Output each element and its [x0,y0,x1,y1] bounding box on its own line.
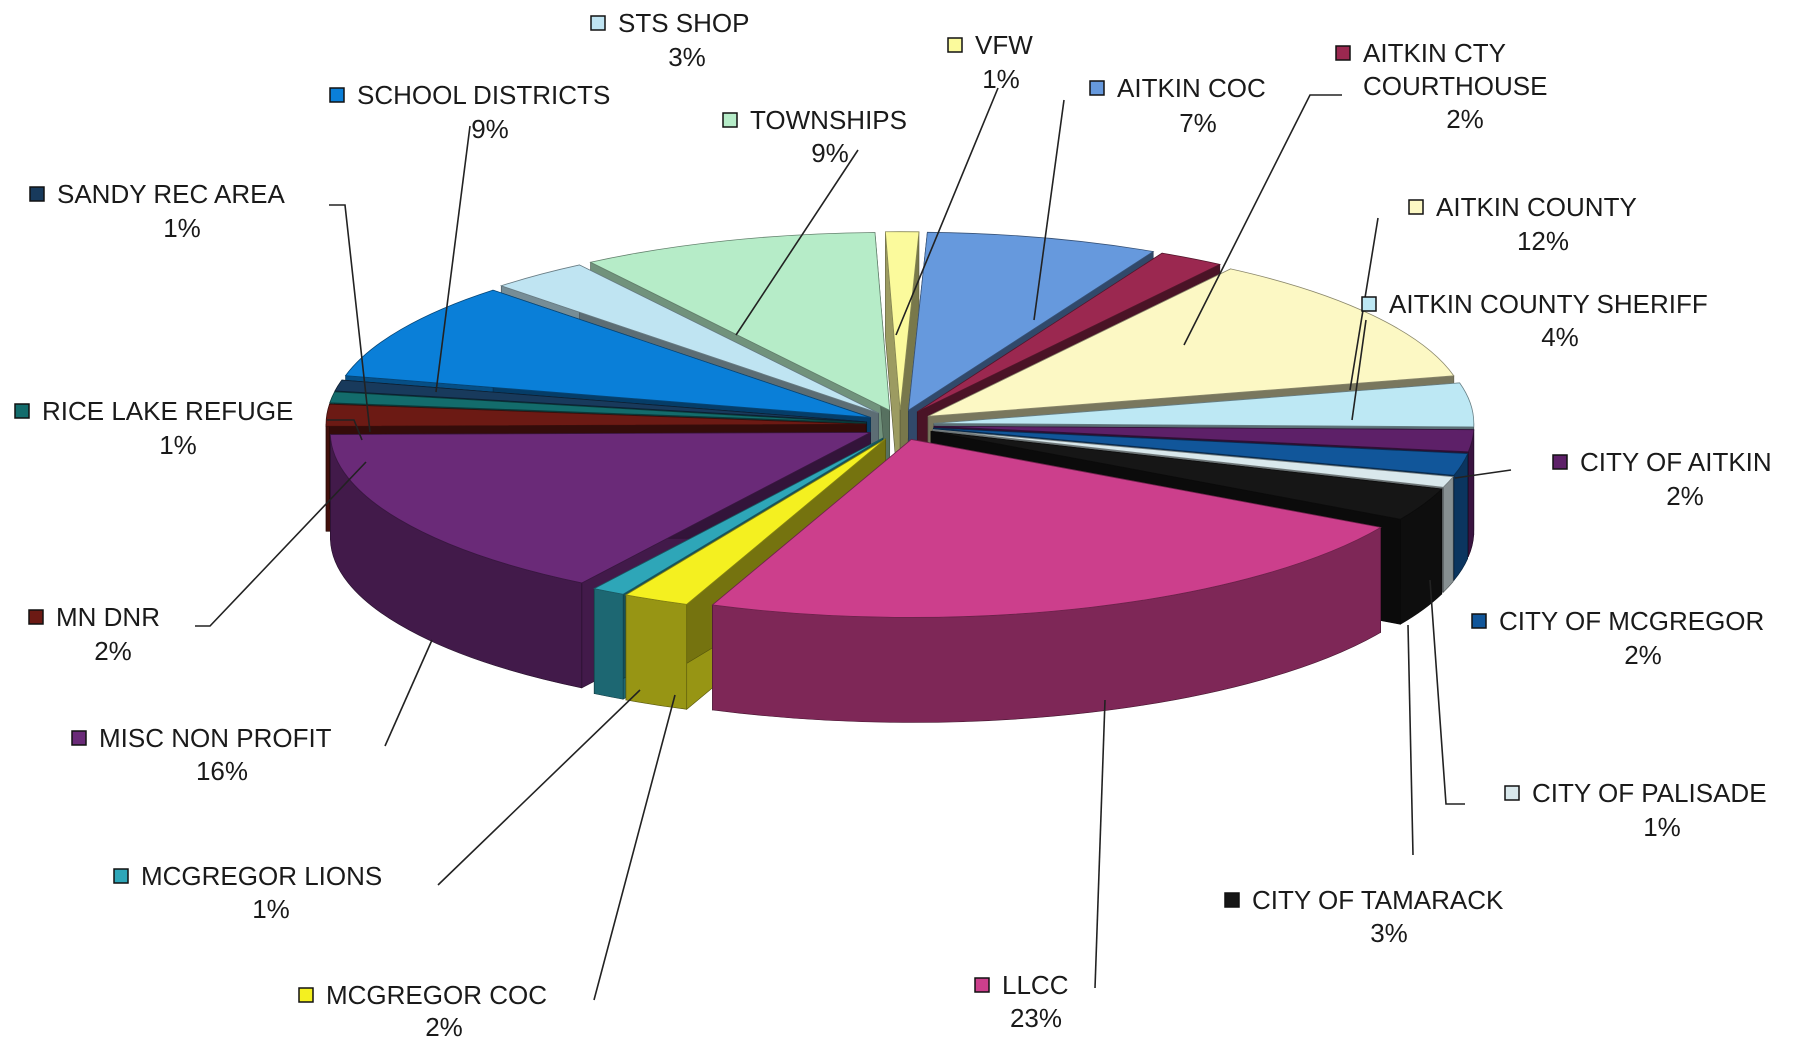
leader-line-city-of-aitkin [1454,469,1512,479]
legend-marker-sts-shop [590,15,606,31]
slice-percent-aitkin-coc: 7% [1179,108,1217,138]
slice-label-school-districts: SCHOOL DISTRICTS [357,80,610,110]
slice-label-city-of-palisade: CITY OF PALISADE [1532,778,1767,808]
legend-marker-city-of-palisade [1504,785,1520,801]
pie-slice-mn-dnr [325,403,867,427]
legend-marker-mcgregor-coc [298,987,314,1003]
leader-line-aitkin-coc [1033,99,1065,321]
leader-line-aitkin-county-sheriff [1351,319,1367,421]
pie-slice-llcc [711,439,1382,618]
slice-label-aitkin-county: AITKIN COUNTY [1436,192,1637,222]
legend-marker-vfw [947,37,963,53]
slice-percent-rice-lake-refuge: 1% [159,430,197,460]
pie-slice-sandy-rec-area [334,379,867,423]
pie-tops [325,231,1475,618]
slice-percent-aitkin-county: 12% [1517,226,1569,256]
slice-label-sandy-rec-area: SANDY REC AREA [57,179,285,209]
pie-slice-aitkin-county [927,268,1455,417]
pie-slice-mcgregor-lions [593,437,883,595]
slice-percent-city-of-mcgregor: 2% [1624,640,1662,670]
pie-slice-school-districts [344,289,871,418]
leader-line-school-districts [435,125,471,393]
legend-marker-rice-lake-refuge [14,403,30,419]
slice-label-aitkin-county-sheriff: AITKIN COUNTY SHERIFF [1389,289,1708,319]
leader-line-vfw [895,87,999,336]
slice-percent-city-of-tamarack: 3% [1370,918,1408,948]
slice-percent-townships: 9% [811,138,849,168]
slice-label-townships: TOWNSHIPS [750,105,907,135]
slice-label-llcc: LLCC [1002,970,1068,1000]
leader-line-mcgregor-coc [593,694,676,1001]
pie-slice-mcgregor-coc [624,438,886,605]
pie-slice-misc-non-profit [329,432,871,584]
slice-percent-vfw: 1% [982,64,1020,94]
slice-label-mcgregor-lions: MCGREGOR LIONS [141,861,382,891]
legend-marker-aitkin-coc [1089,80,1105,96]
legend-marker-city-of-mcgregor [1471,613,1487,629]
slice-label-mcgregor-coc: MCGREGOR COC [326,980,547,1010]
slice-percent-aitkin-cty-courthouse: 2% [1446,104,1484,134]
leader-line-city-of-tamarack [1407,624,1414,856]
pie-slice-rice-lake-refuge [329,391,867,424]
slice-percent-llcc: 23% [1010,1003,1062,1033]
slice-percent-mcgregor-coc: 2% [425,1012,463,1038]
legend-marker-school-districts [329,87,345,103]
legend-marker-misc-non-profit [71,730,87,746]
slice-label-aitkin-cty-courthouse: AITKIN CTY [1363,38,1506,68]
slice-label-aitkin-coc: AITKIN COC [1117,73,1266,103]
legend-marker-city-of-aitkin [1552,454,1568,470]
pie-slice-aitkin-county-sheriff [933,382,1475,428]
legend-marker-aitkin-county-sheriff [1361,296,1377,312]
leader-line-mcgregor-lions [437,689,641,886]
slice-percent-city-of-aitkin: 2% [1666,481,1704,511]
leader-line-sandy-rec-area [329,204,371,433]
legend-marker-townships [722,112,738,128]
pie-slice-aitkin-coc [908,231,1155,411]
legend-marker-sandy-rec-area [29,186,45,202]
slice-label-city-of-aitkin: CITY OF AITKIN [1580,447,1772,477]
leader-line-rice-lake-refuge [327,419,363,441]
pie-slice-city-of-aitkin [933,425,1475,453]
slice-percent-mn-dnr: 2% [94,636,132,666]
slice-label-mn-dnr: MN DNR [56,602,160,632]
slice-percent-sts-shop: 3% [668,42,706,72]
slice-label-vfw: VFW [975,30,1033,60]
leader-lines [195,87,1512,1001]
slice-rim-10 [593,588,624,700]
slice-percent-mcgregor-lions: 1% [252,894,290,924]
slice-percent-school-districts: 9% [471,114,509,144]
legend-marker-aitkin-cty-courthouse [1335,45,1351,61]
leader-line-misc-non-profit [384,639,433,747]
legend-marker-aitkin-county [1408,199,1424,215]
pie-slice-townships [589,232,891,412]
pie-slice-city-of-tamarack [930,430,1443,520]
leader-line-mn-dnr [195,461,367,627]
slice-label-city-of-mcgregor: CITY OF MCGREGOR [1499,606,1764,636]
slice-percent-aitkin-county-sheriff: 4% [1541,322,1579,352]
leader-line-city-of-palisade [1429,579,1465,805]
pie-slice-city-of-palisade [932,429,1454,488]
legend-marker-mn-dnr [28,609,44,625]
slice-label-misc-non-profit: MISC NON PROFIT [99,723,332,753]
slice-label-city-of-tamarack: CITY OF TAMARACK [1252,885,1504,915]
slice-label-aitkin-cty-courthouse: COURTHOUSE [1363,71,1547,101]
pie-slice-city-of-mcgregor [933,427,1469,476]
pie-slice-sts-shop [499,264,879,414]
pie-slice-aitkin-cty-courthouse [917,252,1222,413]
leader-line-townships [735,149,859,336]
slice-percent-sandy-rec-area: 1% [163,213,201,243]
slice-percent-city-of-palisade: 1% [1643,812,1681,842]
legend-marker-city-of-tamarack [1224,892,1240,908]
slice-label-rice-lake-refuge: RICE LAKE REFUGE [42,396,293,426]
slice-percent-misc-non-profit: 16% [196,756,248,786]
legend-marker-mcgregor-lions [113,868,129,884]
slice-label-sts-shop: STS SHOP [618,8,749,38]
slice-rim-6 [1442,475,1454,593]
leader-line-llcc [1094,699,1106,989]
legend-marker-llcc [974,977,990,993]
slice-rim-9 [625,594,688,710]
leader-line-aitkin-cty-courthouse [1183,94,1342,346]
